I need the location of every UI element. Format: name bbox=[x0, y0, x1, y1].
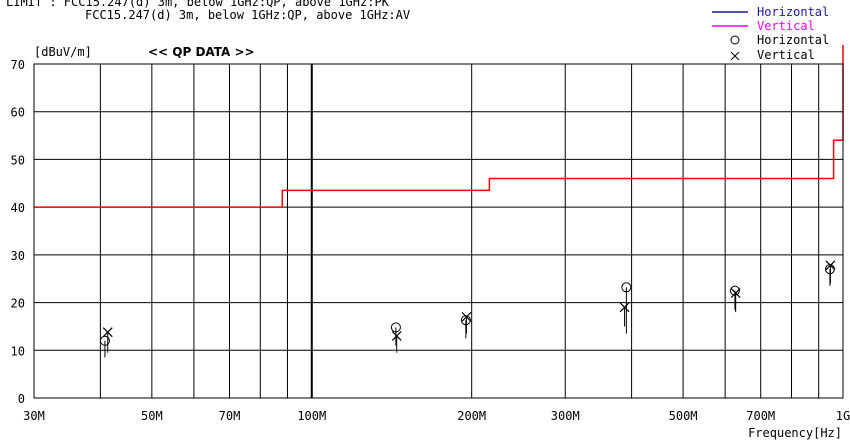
plot-frame bbox=[33, 63, 844, 399]
y-tick-label: 50 bbox=[11, 153, 25, 167]
vertical-x-marker bbox=[461, 311, 472, 322]
y-tick-label: 70 bbox=[11, 58, 25, 72]
vertical-x-marker bbox=[102, 327, 113, 338]
x-tick-label: 500M bbox=[669, 409, 698, 423]
x-axis-label: Frequency[Hz] bbox=[748, 426, 842, 440]
limit-line-group bbox=[34, 44, 844, 208]
y-tick-label: 10 bbox=[11, 344, 25, 358]
vertical-x-marker bbox=[825, 260, 836, 271]
vertical-x-marker bbox=[730, 288, 741, 298]
legend-vertical-marker-label: Vertical bbox=[757, 48, 815, 62]
horizontal-circle-marker bbox=[729, 285, 740, 296]
x-tick-label: 300M bbox=[551, 409, 580, 423]
limit-line-2: FCC15.247(d) 3m, below 1GHz:QP, above 1G… bbox=[85, 8, 410, 22]
chart-grid bbox=[33, 63, 844, 399]
x-tick-label: 700M bbox=[746, 409, 775, 423]
horizontal-circle-marker bbox=[390, 322, 401, 333]
limit-line-1: LIMIT : FCC15.247(d) 3m, below 1GHz:QP, … bbox=[6, 0, 390, 9]
legend-x-marker-icon bbox=[730, 51, 740, 61]
y-tick-label: 40 bbox=[11, 201, 25, 215]
x-tick-label: 1G bbox=[836, 409, 850, 423]
y-tick-label: 30 bbox=[11, 249, 25, 263]
vertical-x-marker bbox=[619, 302, 630, 313]
legend-horizontal-marker-label: Horizontal bbox=[757, 33, 829, 47]
x-tick-label: 200M bbox=[457, 409, 486, 423]
x-tick-label: 50M bbox=[141, 409, 163, 423]
axis-tick-labels: 0 10 20 30 40 50 60 70 30M 50M 70M 100M 200M 300M 500M… bbox=[11, 58, 850, 423]
legend-horizontal-line-label: Horizontal bbox=[757, 5, 829, 19]
x-tick-label: 100M bbox=[297, 409, 326, 423]
horizontal-circle-marker bbox=[99, 335, 110, 346]
x-tick-label: 30M bbox=[23, 409, 45, 423]
y-axis-unit-label: [dBuV/m] bbox=[34, 45, 92, 59]
legend-vertical-line-label: Vertical bbox=[757, 19, 815, 33]
data-markers bbox=[99, 260, 836, 358]
chart-legend: Horizontal Vertical Horizontal Vertical bbox=[712, 5, 829, 62]
qp-data-title: << QP DATA >> bbox=[148, 45, 255, 59]
y-tick-label: 60 bbox=[11, 106, 25, 120]
y-tick-label: 0 bbox=[18, 392, 25, 406]
vertical-x-marker bbox=[391, 331, 402, 341]
horizontal-circle-marker bbox=[621, 282, 632, 293]
limit-line bbox=[34, 44, 844, 208]
legend-circle-marker-icon bbox=[730, 35, 740, 45]
x-tick-label: 70M bbox=[219, 409, 241, 423]
y-tick-label: 20 bbox=[11, 297, 25, 311]
